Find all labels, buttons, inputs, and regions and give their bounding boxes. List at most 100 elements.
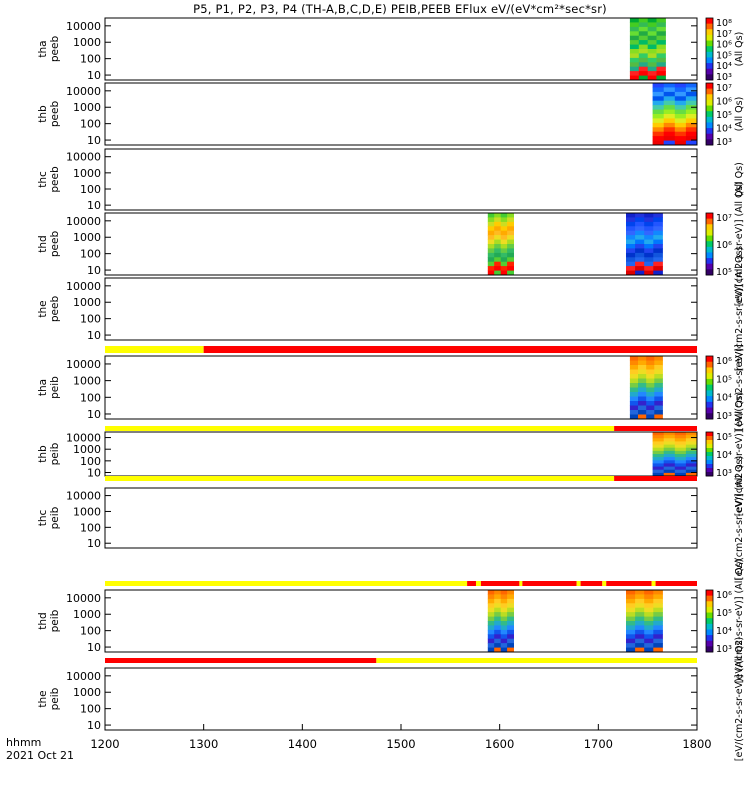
- heatmap-cell: [635, 594, 645, 600]
- heatmap-cell: [507, 221, 514, 227]
- heatmap-cell: [644, 638, 654, 644]
- heatmap-cell: [638, 49, 649, 54]
- heatmap-cell: [626, 221, 636, 227]
- heatmap-cell: [647, 57, 658, 63]
- status-bar-segment: [614, 426, 697, 431]
- heatmap-cell: [626, 244, 636, 249]
- heatmap-cell: [635, 612, 645, 617]
- heatmap-cell: [629, 26, 640, 32]
- heatmap-cell: [507, 270, 514, 276]
- heatmap-cell: [487, 266, 495, 271]
- colorbar-cell: [706, 74, 713, 81]
- status-bar-segment: [105, 581, 468, 586]
- heatmap-cell: [644, 252, 654, 258]
- heatmap-cell: [644, 634, 654, 640]
- x-axis-label-unit: hhmm: [6, 736, 41, 749]
- heatmap-cell: [635, 621, 645, 626]
- heatmap-cell: [500, 221, 508, 227]
- colorbar-cell: [706, 646, 713, 653]
- heatmap-cell: [663, 118, 676, 124]
- colorbar-cell: [706, 229, 713, 236]
- heatmap-cell: [644, 261, 654, 267]
- heatmap-cell: [652, 105, 665, 110]
- heatmap-cell: [507, 612, 514, 617]
- colorbar-cell: [706, 213, 713, 220]
- y-tick-label: 100: [80, 183, 101, 196]
- status-bar-segment: [105, 426, 615, 431]
- heatmap-cell: [663, 454, 676, 458]
- x-tick-label: 1800: [682, 737, 711, 751]
- heatmap-cell: [644, 607, 654, 613]
- y-tick-label: 10: [87, 199, 101, 212]
- y-tick-label: 100: [80, 455, 101, 468]
- heatmap-cell: [635, 270, 645, 276]
- heatmap-cell: [635, 616, 645, 622]
- colorbar-cell: [706, 612, 713, 619]
- heatmap-cell: [674, 100, 687, 106]
- heatmap-cell: [685, 457, 698, 461]
- heatmap-cell: [635, 643, 645, 648]
- heatmap-cell: [638, 374, 647, 379]
- y-tick-label: 100: [80, 521, 101, 534]
- heatmap-cell: [685, 460, 698, 464]
- heatmap-cell: [629, 387, 639, 393]
- panel-frame: [104, 431, 698, 477]
- heatmap-cell: [635, 248, 645, 254]
- heatmap-cell: [647, 18, 658, 23]
- heatmap-cell: [663, 460, 676, 464]
- y-tick-label: 100: [80, 313, 101, 326]
- colorbar-tick-label: 10⁷: [716, 83, 732, 94]
- heatmap-cell: [500, 270, 508, 276]
- heatmap-cell: [674, 463, 687, 467]
- heatmap-cell: [500, 213, 508, 218]
- heatmap-cell: [656, 44, 666, 50]
- heatmap-cell: [638, 71, 649, 76]
- heatmap-cell: [494, 607, 502, 613]
- heatmap-cell: [646, 365, 655, 370]
- colorbar-cell: [706, 590, 713, 597]
- heatmap-cell: [638, 356, 647, 361]
- heatmap-cell: [487, 248, 495, 254]
- heatmap-cell: [507, 621, 514, 626]
- heatmap-cell: [656, 66, 666, 72]
- y-tick-label: 10000: [66, 20, 101, 33]
- heatmap-cell: [674, 438, 687, 442]
- heatmap-cell: [653, 261, 663, 267]
- heatmap-cell: [674, 127, 687, 133]
- heatmap-cell: [494, 634, 502, 640]
- heatmap-cell: [654, 356, 663, 361]
- colorbar-cell: [706, 440, 713, 445]
- colorbar-cell: [706, 111, 713, 118]
- heatmap-cell: [647, 35, 658, 41]
- heatmap-cell: [626, 590, 636, 595]
- status-bar-segment: [105, 476, 615, 481]
- y-tick-label: 10: [87, 69, 101, 82]
- heatmap-cell: [647, 53, 658, 59]
- heatmap-cell: [638, 53, 649, 59]
- heatmap-cell: [629, 396, 639, 402]
- colorbar-cell: [706, 623, 713, 630]
- heatmap-cell: [653, 621, 663, 626]
- heatmap-cell: [652, 118, 665, 124]
- colorbar-cell: [706, 448, 713, 453]
- heatmap-cell: [629, 360, 639, 366]
- heatmap-cell: [646, 414, 655, 420]
- heatmap-cell: [487, 603, 495, 609]
- heatmap-cell: [663, 109, 676, 115]
- heatmap-cell: [500, 239, 508, 245]
- colorbar-tick-label: 10⁶: [716, 356, 732, 367]
- heatmap-cell: [500, 230, 508, 236]
- colorbar-label: (All Qs): [734, 162, 745, 197]
- y-tick-label: 10: [87, 408, 101, 421]
- heatmap-cell: [653, 252, 663, 258]
- heatmap-cell: [638, 392, 647, 397]
- heatmap-cell: [500, 590, 508, 595]
- heatmap-cell: [653, 244, 663, 249]
- heatmap-cell: [685, 96, 698, 102]
- heatmap-cell: [656, 49, 666, 54]
- colorbar-cell: [706, 116, 713, 123]
- heatmap-cell: [644, 647, 654, 653]
- heatmap-cell: [644, 221, 654, 227]
- heatmap-cell: [652, 438, 665, 442]
